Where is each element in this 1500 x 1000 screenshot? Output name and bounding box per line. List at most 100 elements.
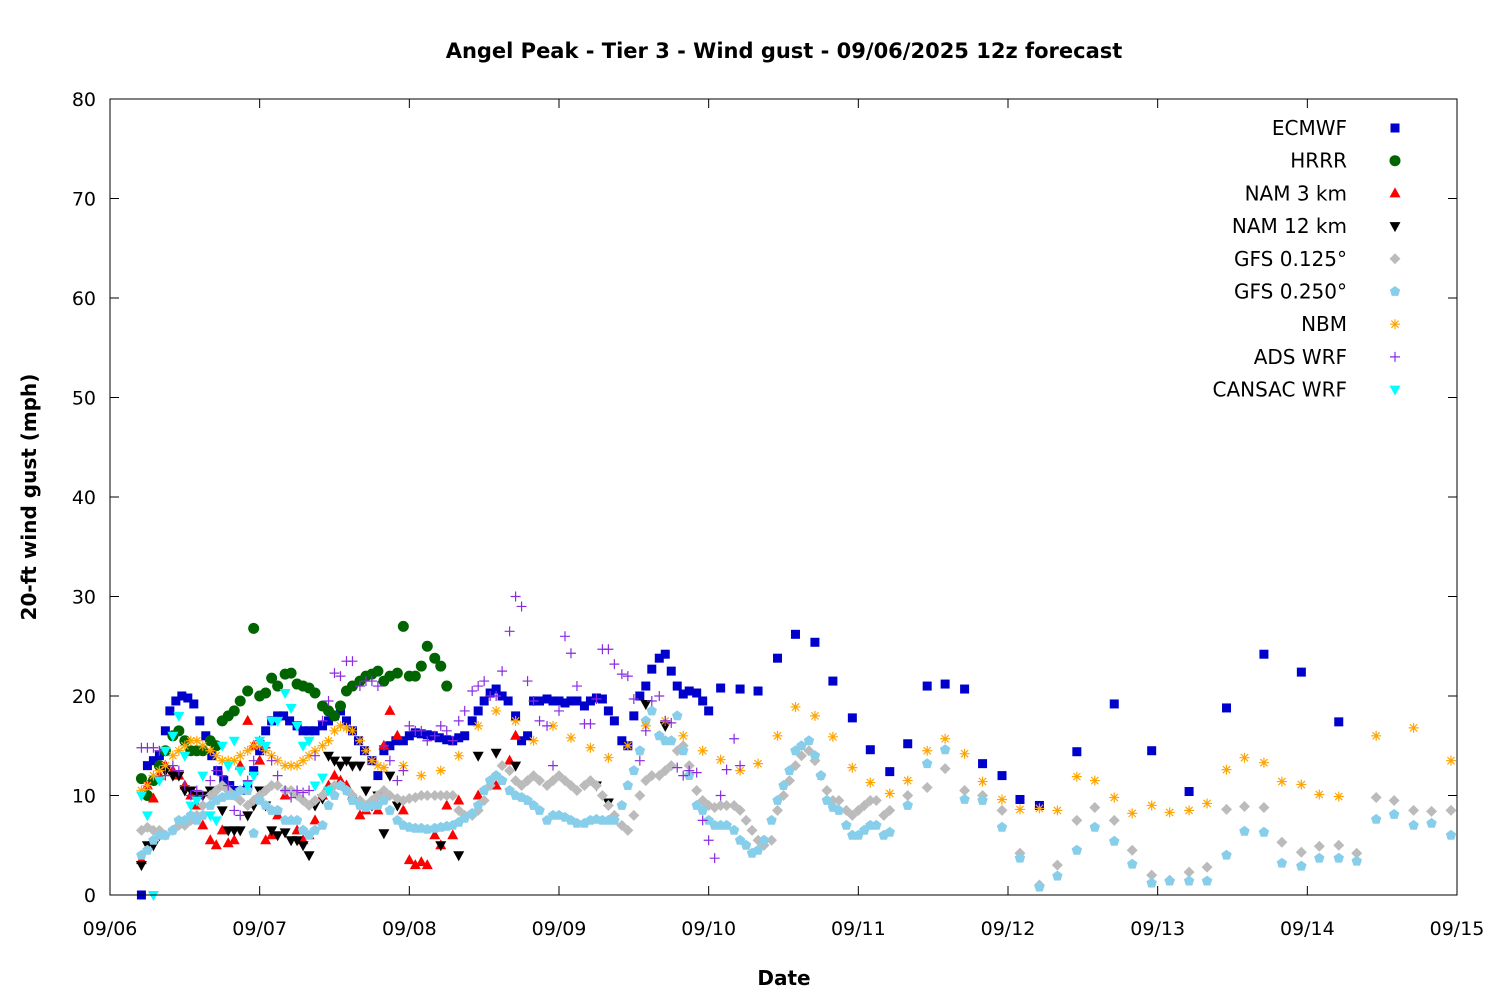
- ads-wrf-point: [148, 742, 159, 753]
- ads-wrf-point: [317, 715, 328, 726]
- nam-3-km-point: [354, 809, 366, 820]
- gfs-0-125-point: [1313, 840, 1325, 852]
- gfs-0-250-point: [329, 790, 340, 800]
- hrrr-point: [372, 665, 384, 677]
- ecmwf-point: [385, 741, 395, 751]
- gfs-0-250-point: [666, 735, 677, 746]
- ecmwf-point: [219, 776, 229, 786]
- gfs-0-125-point: [1201, 861, 1213, 873]
- gfs-0-125-point: [309, 794, 321, 806]
- ecmwf-point: [773, 653, 783, 663]
- ads-wrf-point: [167, 760, 178, 771]
- ads-wrf-point: [435, 720, 446, 731]
- cansac-wrf-point: [254, 736, 266, 747]
- nbm-point: [235, 750, 246, 761]
- ecmwf-point: [654, 653, 664, 663]
- ecmwf-point: [1184, 787, 1194, 797]
- nam-3-km-point: [453, 794, 465, 805]
- gfs-0-250-point: [459, 812, 470, 823]
- hrrr-point: [429, 652, 441, 664]
- nbm-point: [1258, 757, 1269, 768]
- ecmwf-point: [422, 730, 432, 740]
- ecmwf-point: [434, 733, 444, 743]
- ecmwf-point: [828, 676, 838, 686]
- nbm-point: [622, 740, 633, 751]
- hrrr-point: [334, 700, 346, 712]
- gfs-0-250-point: [1014, 852, 1026, 863]
- ads-wrf-point: [197, 790, 208, 801]
- nam-12-km-point: [272, 831, 284, 842]
- ecmwf-point: [160, 726, 170, 736]
- ads-wrf-point: [542, 720, 553, 731]
- nam-3-km-point: [384, 704, 396, 715]
- gfs-0-250-point: [467, 807, 478, 818]
- gfs-0-250-point: [272, 804, 283, 815]
- ecmwf-point: [672, 681, 682, 691]
- nbm-point: [1333, 791, 1344, 802]
- nbm-point: [179, 740, 190, 751]
- gfs-0-250-point: [142, 844, 153, 855]
- gfs-0-250-point: [841, 819, 852, 830]
- gfs-0-250-point: [1146, 877, 1157, 888]
- nbm-point: [435, 765, 446, 776]
- nam-3-km-point: [415, 856, 427, 867]
- gfs-0-250-point: [392, 814, 403, 825]
- hrrr-point: [309, 687, 321, 699]
- hrrr-point: [397, 620, 409, 632]
- gfs-0-125-point: [1126, 844, 1138, 856]
- x-tick-label: 09/11: [831, 918, 886, 940]
- nam-12-km-point: [216, 806, 228, 817]
- gfs-0-250-point: [939, 744, 951, 755]
- gfs-0-250-point: [778, 780, 789, 790]
- gfs-0-250-point: [977, 795, 988, 805]
- ecmwf-point: [1296, 667, 1306, 677]
- gfs-0-250-point: [317, 819, 328, 830]
- gfs-0-250-point: [959, 794, 970, 804]
- ads-wrf-point: [479, 676, 490, 687]
- ads-wrf-point: [697, 815, 708, 826]
- nbm-point: [528, 735, 539, 746]
- gfs-0-250-point: [1034, 881, 1045, 892]
- ads-wrf-point: [554, 705, 564, 716]
- nam-12-km-point: [234, 826, 246, 837]
- nam-12-km-point: [329, 756, 340, 767]
- hrrr-point: [260, 687, 272, 699]
- y-tick-label: 70: [72, 189, 96, 211]
- nam-3-km-point: [204, 834, 216, 845]
- cansac-wrf-point: [210, 816, 222, 827]
- ads-wrf-point: [709, 853, 720, 864]
- gfs-0-125-point: [1238, 800, 1250, 812]
- ads-wrf-point: [591, 693, 602, 704]
- nbm-point: [229, 755, 240, 766]
- gfs-0-125-point: [602, 799, 614, 811]
- ecmwf-point: [940, 679, 950, 689]
- gfs-0-125-point: [921, 782, 933, 794]
- nam-12-km-point: [303, 851, 315, 862]
- cansac-wrf-point: [279, 689, 291, 700]
- ads-wrf-point: [292, 785, 303, 796]
- ecmwf-point: [1259, 649, 1269, 659]
- nbm-point: [697, 745, 708, 756]
- ecmwf-point: [660, 649, 670, 659]
- ecmwf-point: [473, 706, 483, 716]
- gfs-0-125-point: [534, 775, 546, 787]
- nam-12-km-point: [384, 771, 396, 782]
- ads-wrf-point: [179, 780, 190, 791]
- hrrr-point: [329, 710, 340, 722]
- legend-marker-nam-12-km: [1389, 222, 1401, 233]
- gfs-0-250-point: [1370, 813, 1382, 824]
- y-tick-label: 10: [72, 786, 96, 808]
- ecmwf-point: [1109, 699, 1119, 709]
- gfs-0-250-point: [309, 824, 321, 835]
- ads-wrf-point: [634, 755, 645, 766]
- gfs-0-125-point: [734, 804, 746, 816]
- ecmwf-point: [454, 733, 464, 743]
- ecmwf-point: [285, 716, 295, 726]
- nam-3-km-point: [260, 834, 272, 845]
- nam-12-km-point: [340, 756, 352, 767]
- gfs-0-250-point: [697, 804, 708, 815]
- cansac-wrf-point: [185, 801, 197, 812]
- ecmwf-point: [641, 681, 651, 691]
- nbm-point: [1071, 771, 1082, 782]
